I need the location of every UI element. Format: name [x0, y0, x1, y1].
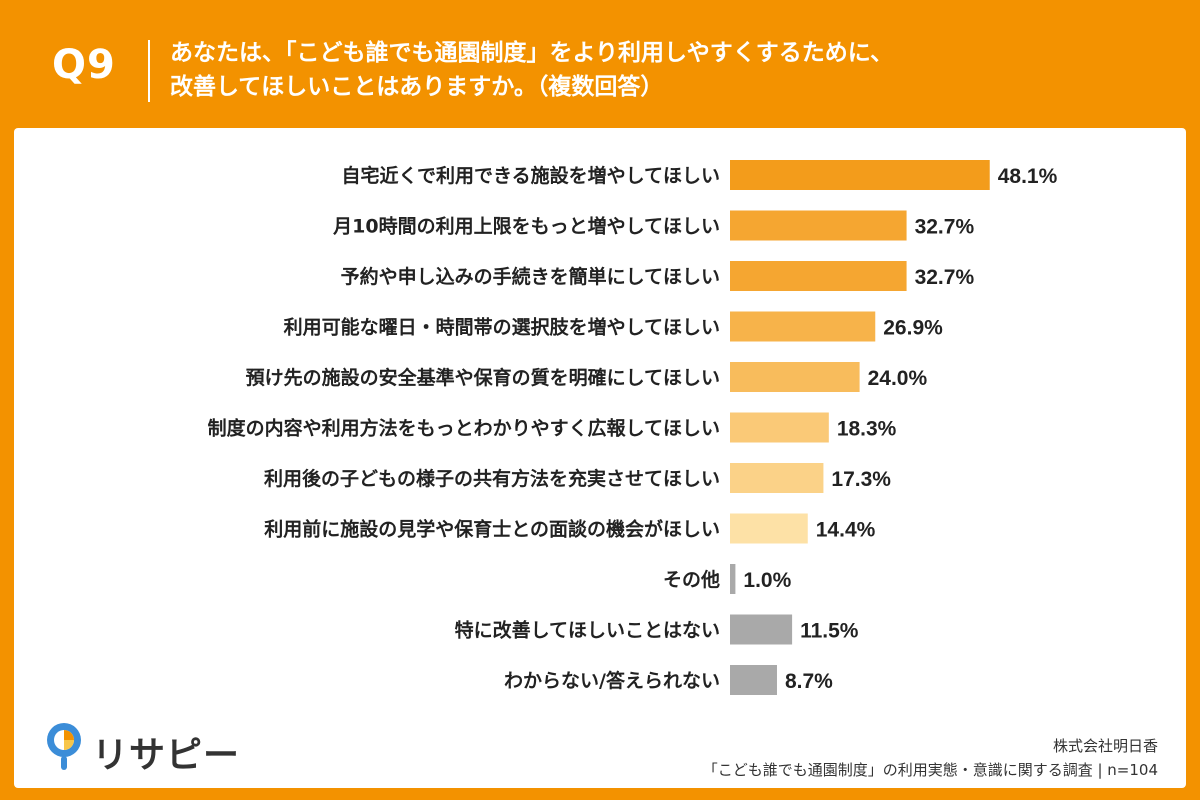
category-label: 利用前に施設の見学や保育士との面談の機会がほしい — [264, 518, 720, 541]
bar — [730, 210, 907, 241]
category-label: 予約や申し込みの手続きを簡単にしてほしい — [341, 265, 720, 288]
question-number: Q9 — [52, 42, 116, 88]
value-label: 11.5% — [800, 620, 859, 643]
bar — [730, 412, 829, 443]
category-label: 制度の内容や利用方法をもっとわかりやすく広報してほしい — [208, 417, 720, 440]
category-label: 月10時間の利用上限をもっと増やしてほしい — [332, 215, 720, 238]
bar — [730, 463, 824, 493]
value-label: 1.0% — [743, 569, 791, 592]
bar — [730, 564, 736, 594]
bar — [730, 311, 876, 342]
category-label: 自宅近くで利用できる施設を増やしてほしい — [342, 164, 720, 187]
question-text: あなたは、「こども誰でも通園制度」をより利用しやすくするために、 改善してほしい… — [170, 36, 893, 104]
value-label: 26.9% — [883, 317, 943, 340]
category-label: その他 — [663, 568, 720, 591]
value-label: 8.7% — [785, 670, 833, 693]
question-line-2: 改善してほしいことはありますか。（複数回答） — [170, 74, 664, 100]
logo-pin-icon — [47, 723, 81, 770]
source-note: 株式会社明日香 「こども誰でも通園制度」の利用実態・意識に関する調査 | n=1… — [703, 734, 1158, 782]
brand-logo: リサピー — [44, 718, 244, 778]
bar — [730, 665, 777, 695]
value-label: 17.3% — [831, 468, 891, 491]
logo-text: リサピー — [92, 735, 241, 776]
category-label: 利用後の子どもの様子の共有方法を充実させてほしい — [264, 467, 720, 490]
bar — [730, 160, 990, 190]
bar — [730, 261, 907, 291]
bar — [730, 362, 860, 392]
bar — [730, 513, 808, 544]
category-label: わからない/答えられない — [504, 669, 720, 692]
bar-chart: 自宅近くで利用できる施設を増やしてほしい 48.1% 月10時間の利用上限をもっと増… — [208, 160, 1058, 695]
value-label: 48.1% — [998, 165, 1058, 188]
value-label: 24.0% — [868, 367, 928, 390]
header-divider — [148, 40, 150, 102]
category-label: 預け先の施設の安全基準や保育の質を明確にしてほしい — [246, 366, 720, 389]
value-label: 14.4% — [816, 519, 876, 542]
question-header: Q9 あなたは、「こども誰でも通園制度」をより利用しやすくするために、 改善して… — [0, 0, 1200, 125]
source-company: 株式会社明日香 — [1052, 737, 1158, 755]
value-label: 18.3% — [837, 418, 897, 441]
source-survey: 「こども誰でも通園制度」の利用実態・意識に関する調査 | n=104 — [702, 761, 1158, 779]
value-label: 32.7% — [915, 266, 975, 289]
chart-panel: 自宅近くで利用できる施設を増やしてほしい 48.1% 月10時間の利用上限をもっと増… — [14, 128, 1186, 788]
category-label: 利用可能な曜日・時間帯の選択肢を増やしてほしい — [284, 316, 720, 339]
bar — [730, 614, 793, 645]
category-label: 特に改善してほしいことはない — [455, 619, 720, 642]
question-line-1: あなたは、「こども誰でも通園制度」をより利用しやすくするために、 — [170, 40, 894, 66]
value-label: 32.7% — [915, 216, 975, 239]
